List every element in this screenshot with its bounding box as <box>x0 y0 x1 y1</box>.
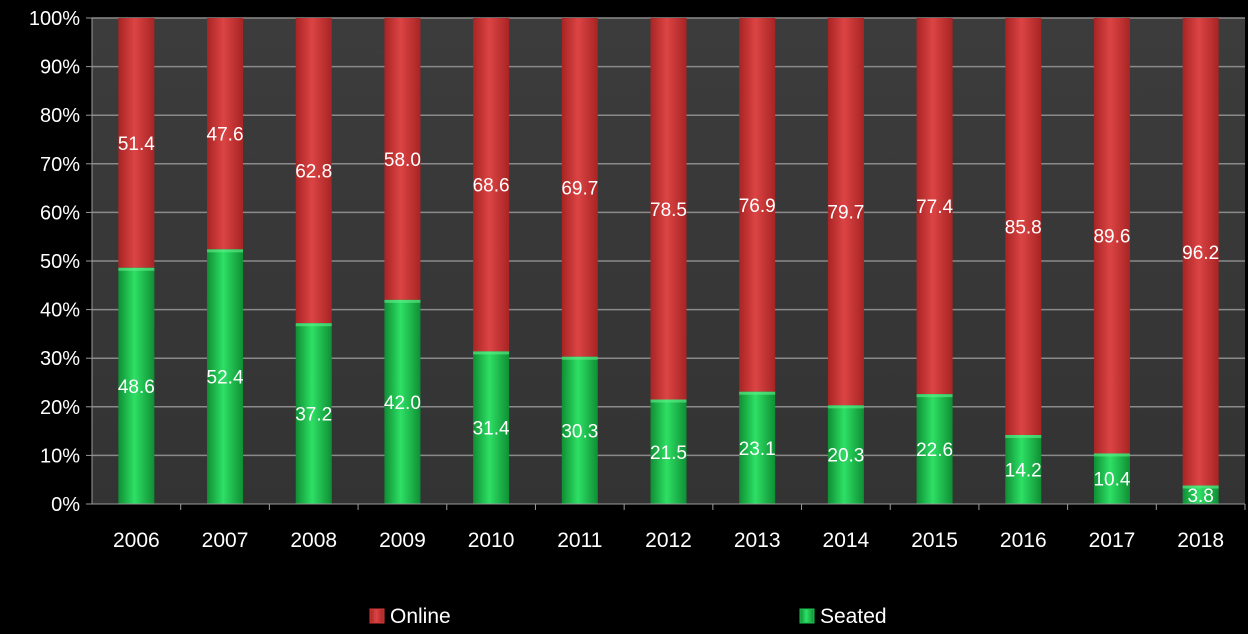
data-label-seated-2014: 20.3 <box>827 446 864 467</box>
bar-seated-cap <box>1182 485 1219 489</box>
bar-seated-2010 <box>473 351 510 504</box>
x-tick-label: 2014 <box>823 529 870 552</box>
bar-online-2014 <box>827 18 864 406</box>
bar-online-2016 <box>1005 18 1042 435</box>
bar-seated-2012 <box>650 399 687 504</box>
bar-seated-2011 <box>561 356 598 504</box>
data-label-online-2018: 96.2 <box>1182 243 1219 264</box>
legend-swatch-seated <box>799 608 815 624</box>
x-tick-label: 2018 <box>1177 529 1224 552</box>
bar-seated-2008 <box>295 323 332 504</box>
bar-online-2006 <box>118 18 155 268</box>
y-tick-label: 70% <box>40 154 80 176</box>
data-label-online-2010: 68.6 <box>473 176 510 197</box>
data-label-seated-2013: 23.1 <box>739 439 776 460</box>
bar-online-2012 <box>650 18 687 400</box>
bar-online-2017 <box>1093 18 1130 454</box>
bar-online-2007 <box>207 18 244 250</box>
bar-seated-cap <box>561 356 598 360</box>
y-tick-label: 20% <box>40 397 80 419</box>
data-label-online-2014: 79.7 <box>827 203 864 224</box>
data-label-seated-2009: 42.0 <box>384 393 421 414</box>
y-tick-label: 40% <box>40 300 80 322</box>
legend-label-online: Online <box>390 605 451 628</box>
y-tick-label: 60% <box>40 202 80 224</box>
data-label-seated-2006: 48.6 <box>118 377 155 398</box>
bar-seated-2015 <box>916 394 953 504</box>
y-tick-label: 100% <box>29 8 80 30</box>
bar-seated-cap <box>739 391 776 395</box>
bar-seated-2016 <box>1005 434 1042 504</box>
y-tick-label: 30% <box>40 348 80 370</box>
x-tick-label: 2012 <box>645 529 692 552</box>
bar-online-2010 <box>473 18 510 352</box>
data-label-online-2013: 76.9 <box>739 196 776 217</box>
bar-seated-cap <box>650 399 687 403</box>
data-label-online-2011: 69.7 <box>561 178 598 199</box>
y-tick-label: 90% <box>40 57 80 79</box>
data-label-online-2015: 77.4 <box>916 197 953 218</box>
y-tick-label: 0% <box>51 494 80 516</box>
x-tick-label: 2013 <box>734 529 781 552</box>
data-label-seated-2017: 10.4 <box>1093 470 1130 491</box>
bar-seated-cap <box>207 249 244 253</box>
data-label-online-2017: 89.6 <box>1093 227 1130 248</box>
bar-online-2018 <box>1182 18 1219 486</box>
bar-seated-cap <box>827 405 864 409</box>
data-label-online-2007: 47.6 <box>207 125 244 146</box>
data-label-online-2006: 51.4 <box>118 134 155 155</box>
bar-online-2008 <box>295 18 332 324</box>
bar-seated-2013 <box>739 391 776 504</box>
bar-seated-cap <box>384 299 421 303</box>
legend-item-seated: Seated <box>799 605 887 628</box>
bar-seated-2007 <box>207 249 244 504</box>
data-label-online-2016: 85.8 <box>1005 217 1042 238</box>
y-tick-label: 80% <box>40 105 80 127</box>
data-label-seated-2011: 30.3 <box>561 421 598 442</box>
bar-seated-cap <box>1005 434 1042 438</box>
bar-seated-2014 <box>827 405 864 504</box>
x-tick-label: 2008 <box>290 529 337 552</box>
bar-online-2015 <box>916 18 953 395</box>
y-tick-label: 10% <box>40 445 80 467</box>
legend-item-online: Online <box>369 605 451 628</box>
bar-seated-cap <box>295 323 332 327</box>
bar-seated-cap <box>1093 453 1130 457</box>
bar-online-2011 <box>561 18 598 357</box>
data-label-seated-2015: 22.6 <box>916 440 953 461</box>
bar-online-2009 <box>384 18 421 300</box>
bar-seated-2017 <box>1093 453 1130 504</box>
data-label-seated-2012: 21.5 <box>650 443 687 464</box>
x-tick-label: 2017 <box>1089 529 1136 552</box>
bar-seated-cap <box>473 351 510 355</box>
data-label-seated-2018: 3.8 <box>1187 486 1213 507</box>
x-tick-label: 2015 <box>911 529 958 552</box>
legend-label-seated: Seated <box>820 605 887 628</box>
data-label-seated-2010: 31.4 <box>473 419 510 440</box>
bar-seated-cap <box>118 267 155 271</box>
bar-seated-cap <box>916 394 953 398</box>
data-label-seated-2007: 52.4 <box>207 368 244 389</box>
x-tick-label: 2010 <box>468 529 515 552</box>
x-tick-label: 2011 <box>557 529 602 552</box>
x-tick-label: 2007 <box>202 529 249 552</box>
data-label-seated-2016: 14.2 <box>1005 460 1042 481</box>
bar-online-2013 <box>739 18 776 392</box>
data-label-online-2008: 62.8 <box>295 162 332 183</box>
y-tick-label: 50% <box>40 251 80 273</box>
data-label-online-2012: 78.5 <box>650 200 687 221</box>
data-label-seated-2008: 37.2 <box>295 405 332 426</box>
x-tick-label: 2006 <box>113 529 160 552</box>
bar-seated-2006 <box>118 267 155 504</box>
legend-swatch-online <box>369 608 385 624</box>
x-tick-label: 2009 <box>379 529 426 552</box>
x-tick-label: 2016 <box>1000 529 1047 552</box>
bar-seated-2009 <box>384 299 421 504</box>
bar-seated-2018 <box>1182 485 1219 504</box>
data-label-online-2009: 58.0 <box>384 150 421 171</box>
